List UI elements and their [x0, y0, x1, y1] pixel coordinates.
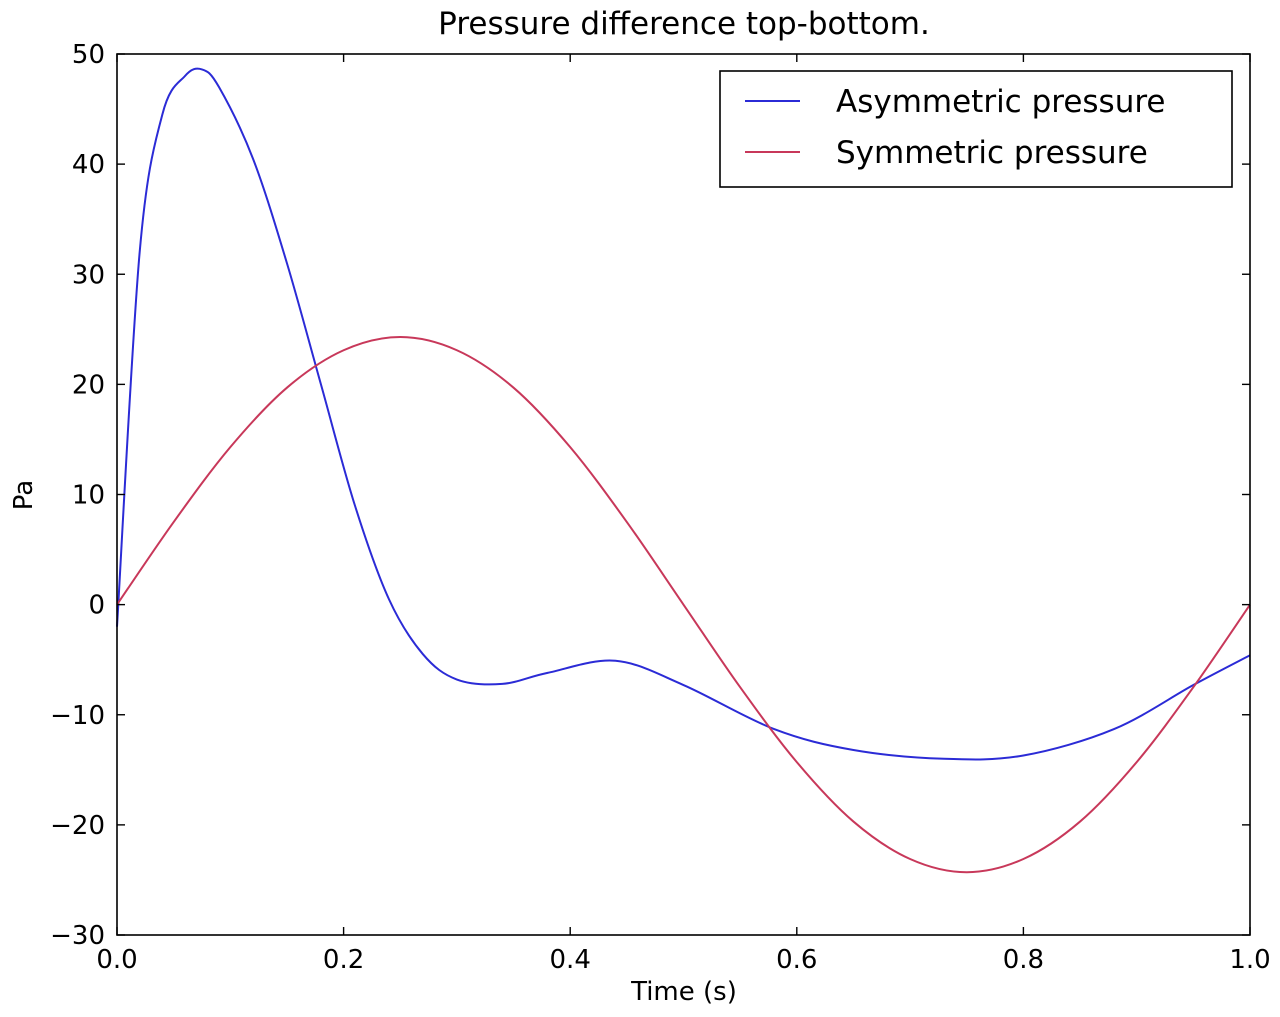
legend-label-symmetric: Symmetric pressure — [836, 135, 1148, 171]
y-tick-label: 40 — [72, 150, 105, 180]
series-layer — [116, 67, 1251, 874]
x-tick-label: 0.8 — [1003, 945, 1044, 975]
y-tick-label: −20 — [50, 811, 105, 841]
legend-label-asymmetric: Asymmetric pressure — [836, 84, 1165, 120]
y-tick-label: 50 — [72, 40, 105, 70]
x-tick-label: 1.0 — [1229, 945, 1270, 975]
x-tick-label: 0.0 — [96, 945, 137, 975]
y-tick-label: −30 — [50, 921, 105, 951]
y-tick-label: −10 — [50, 701, 105, 731]
y-tick-label: 10 — [72, 481, 105, 511]
y-axis-label: Pa — [9, 480, 39, 510]
y-tick-label: 30 — [72, 260, 105, 290]
series-line-asymmetric — [116, 67, 1251, 761]
y-tick-label: 0 — [88, 591, 105, 621]
y-tick-label: 20 — [72, 370, 105, 400]
x-axis-label: Time (s) — [630, 977, 737, 1007]
legend-box — [719, 70, 1233, 188]
legend: Asymmetric pressure Symmetric pressure — [719, 70, 1233, 188]
plot-area-frame — [116, 53, 1251, 936]
x-tick-label: 0.2 — [323, 945, 364, 975]
chart-title: Pressure difference top-bottom. — [438, 6, 930, 42]
tick-layer: 0.0 0.2 0.4 0.6 0.8 1.0 50 40 30 20 10 0 −10 −20 −30 — [50, 40, 1271, 975]
series-line-symmetric — [116, 336, 1251, 874]
x-tick-label: 0.6 — [776, 945, 817, 975]
x-tick-label: 0.4 — [550, 945, 591, 975]
